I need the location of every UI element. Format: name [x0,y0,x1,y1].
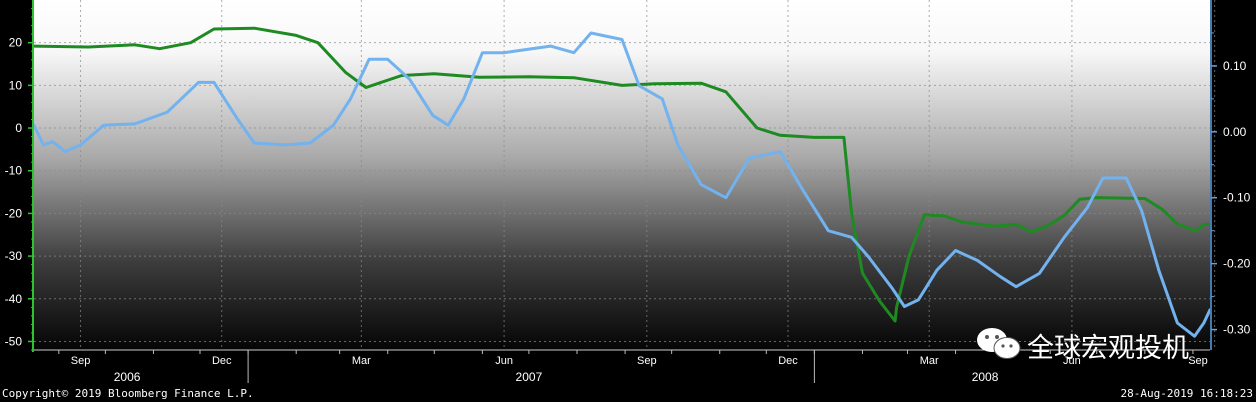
right-tick-label: 0.00 [1223,125,1247,139]
left-tick-label: -50 [5,334,23,348]
x-month-label: Sep [1188,355,1208,367]
x-month-label: Sep [637,355,657,367]
right-tick-label: -0.30 [1223,323,1251,337]
x-month-label: Dec [212,355,232,367]
right-tick-label: 0.10 [1223,59,1247,73]
watermark-text: 全球宏观投机 [1027,333,1189,364]
left-tick-label: -30 [5,249,23,263]
right-tick-label: -0.10 [1223,191,1251,205]
watermark: 全球宏观投机 [977,328,1189,364]
left-tick-label: 0 [15,121,22,135]
series-layer [34,26,1210,338]
x-month-label: Sep [71,355,91,367]
left-tick-label: -20 [5,206,23,220]
x-month-label: Jun [495,355,513,367]
x-axis: Sep Dec Mar Jun Sep Dec Mar Jun Sep 2006 2007 2008 [58,350,1208,384]
x-month-label: Jun [1063,355,1081,367]
left-axis: 20 10 0 -10 -20 -30 -40 -50 [5,8,34,351]
x-month-label: Mar [352,355,371,367]
plot-background [34,0,1210,350]
timestamp-text: 28-Aug-2019 16:18:23 [1121,387,1253,400]
wechat-icon [977,328,1021,359]
series-line-2 [34,31,1210,338]
left-tick-label: 20 [9,36,23,50]
right-tick-label: -0.20 [1223,257,1251,271]
right-axis: 0.10 0.00 -0.10 -0.20 -0.30 [1211,32,1251,337]
left-tick-label: -10 [5,164,23,178]
x-year-label: 2008 [972,370,999,384]
x-month-label: Mar [920,355,939,367]
series-line-1 [34,26,1210,323]
x-year-label: 2007 [516,370,543,384]
left-tick-label: -40 [5,292,23,306]
x-year-label: 2006 [114,370,141,384]
left-tick-label: 10 [9,78,23,92]
x-month-label: Dec [778,355,798,367]
copyright-text: Copyright© 2019 Bloomberg Finance L.P. [2,387,254,400]
